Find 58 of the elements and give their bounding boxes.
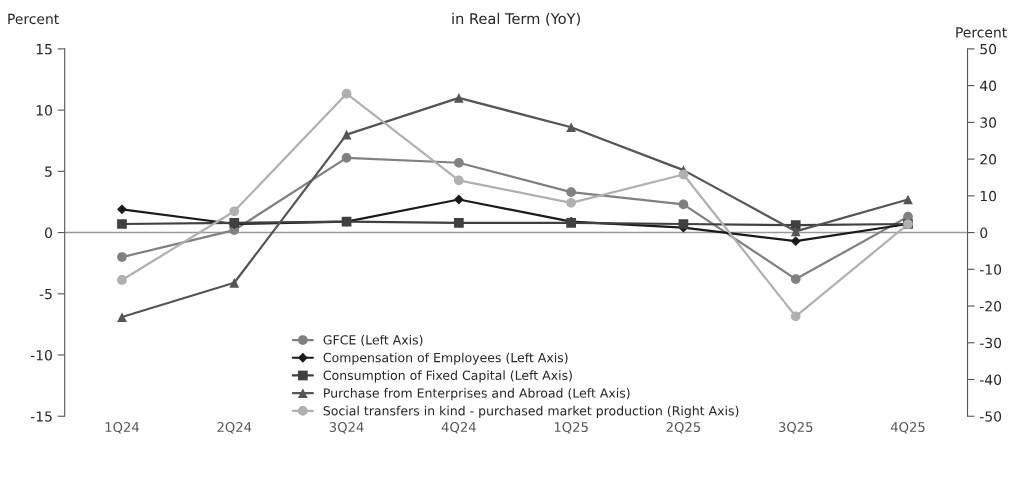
y-tick-label: 0 [44, 227, 52, 239]
point [566, 122, 576, 133]
point [117, 312, 127, 322]
point [117, 275, 127, 285]
x-tick-label: 3Q24 [329, 422, 364, 434]
y-tick-label: -15 [30, 411, 52, 422]
point [453, 157, 464, 168]
point [678, 219, 689, 229]
y2-axis-title: Percent [956, 27, 1007, 38]
legend-label: Social transfers in kind - purchased market production (Right Axis) [323, 405, 739, 418]
point [790, 236, 801, 247]
y2-tick-label: -20 [980, 301, 1002, 312]
point [790, 274, 801, 284]
point [790, 311, 801, 322]
point [790, 226, 801, 237]
y2-tick-label: 0 [980, 227, 988, 239]
x-tick-label: 4Q25 [890, 422, 925, 434]
point [117, 219, 127, 229]
point [453, 217, 464, 228]
y-tick-label: 15 [36, 44, 52, 55]
point [229, 206, 240, 217]
y2-tick-label: -30 [980, 337, 1002, 349]
point [453, 194, 464, 205]
x-tick-label: 2Q25 [666, 422, 701, 434]
x-tick-label: 3Q25 [778, 422, 813, 434]
y2-tick-label: 20 [980, 154, 997, 165]
legend-label: GFCE (Left Axis) [323, 334, 423, 347]
point [678, 199, 689, 210]
chart-title: in Real Term (YoY) [452, 12, 580, 26]
point [678, 169, 689, 180]
point [229, 277, 240, 288]
point [453, 175, 464, 186]
legend-label: Purchase from Enterprises and Abroad (Left Axis) [324, 388, 630, 401]
y-axis-title: Percent [8, 13, 59, 25]
point [566, 187, 576, 198]
y-tick-label: -5 [39, 288, 52, 300]
legend-label: Consumption of Fixed Capital (Left Axis) [323, 370, 572, 383]
y2-tick-label: -10 [980, 264, 1002, 275]
point [566, 197, 576, 208]
y-tick-label: 5 [45, 166, 52, 177]
y-tick-label: -10 [30, 349, 52, 361]
point [341, 88, 352, 99]
x-tick-label: 1Q25 [554, 422, 588, 434]
point [341, 153, 352, 163]
y2-tick-label: 50 [980, 43, 997, 55]
legend-label: Compensation of Employees (Left Axis) [323, 352, 568, 365]
x-tick-label: 4Q24 [441, 422, 476, 434]
point [453, 93, 464, 103]
y2-tick-label: 10 [980, 190, 997, 202]
x-tick-label: 1Q24 [105, 422, 140, 434]
y2-tick-label: 30 [980, 117, 997, 128]
y2-tick-label: -50 [980, 411, 1002, 422]
x-tick-label: 2Q24 [217, 422, 252, 434]
y2-tick-label: 40 [980, 80, 997, 92]
y2-tick-label: -40 [980, 374, 1002, 385]
y-tick-label: 10 [36, 105, 52, 116]
point [117, 252, 127, 262]
point [117, 204, 127, 215]
